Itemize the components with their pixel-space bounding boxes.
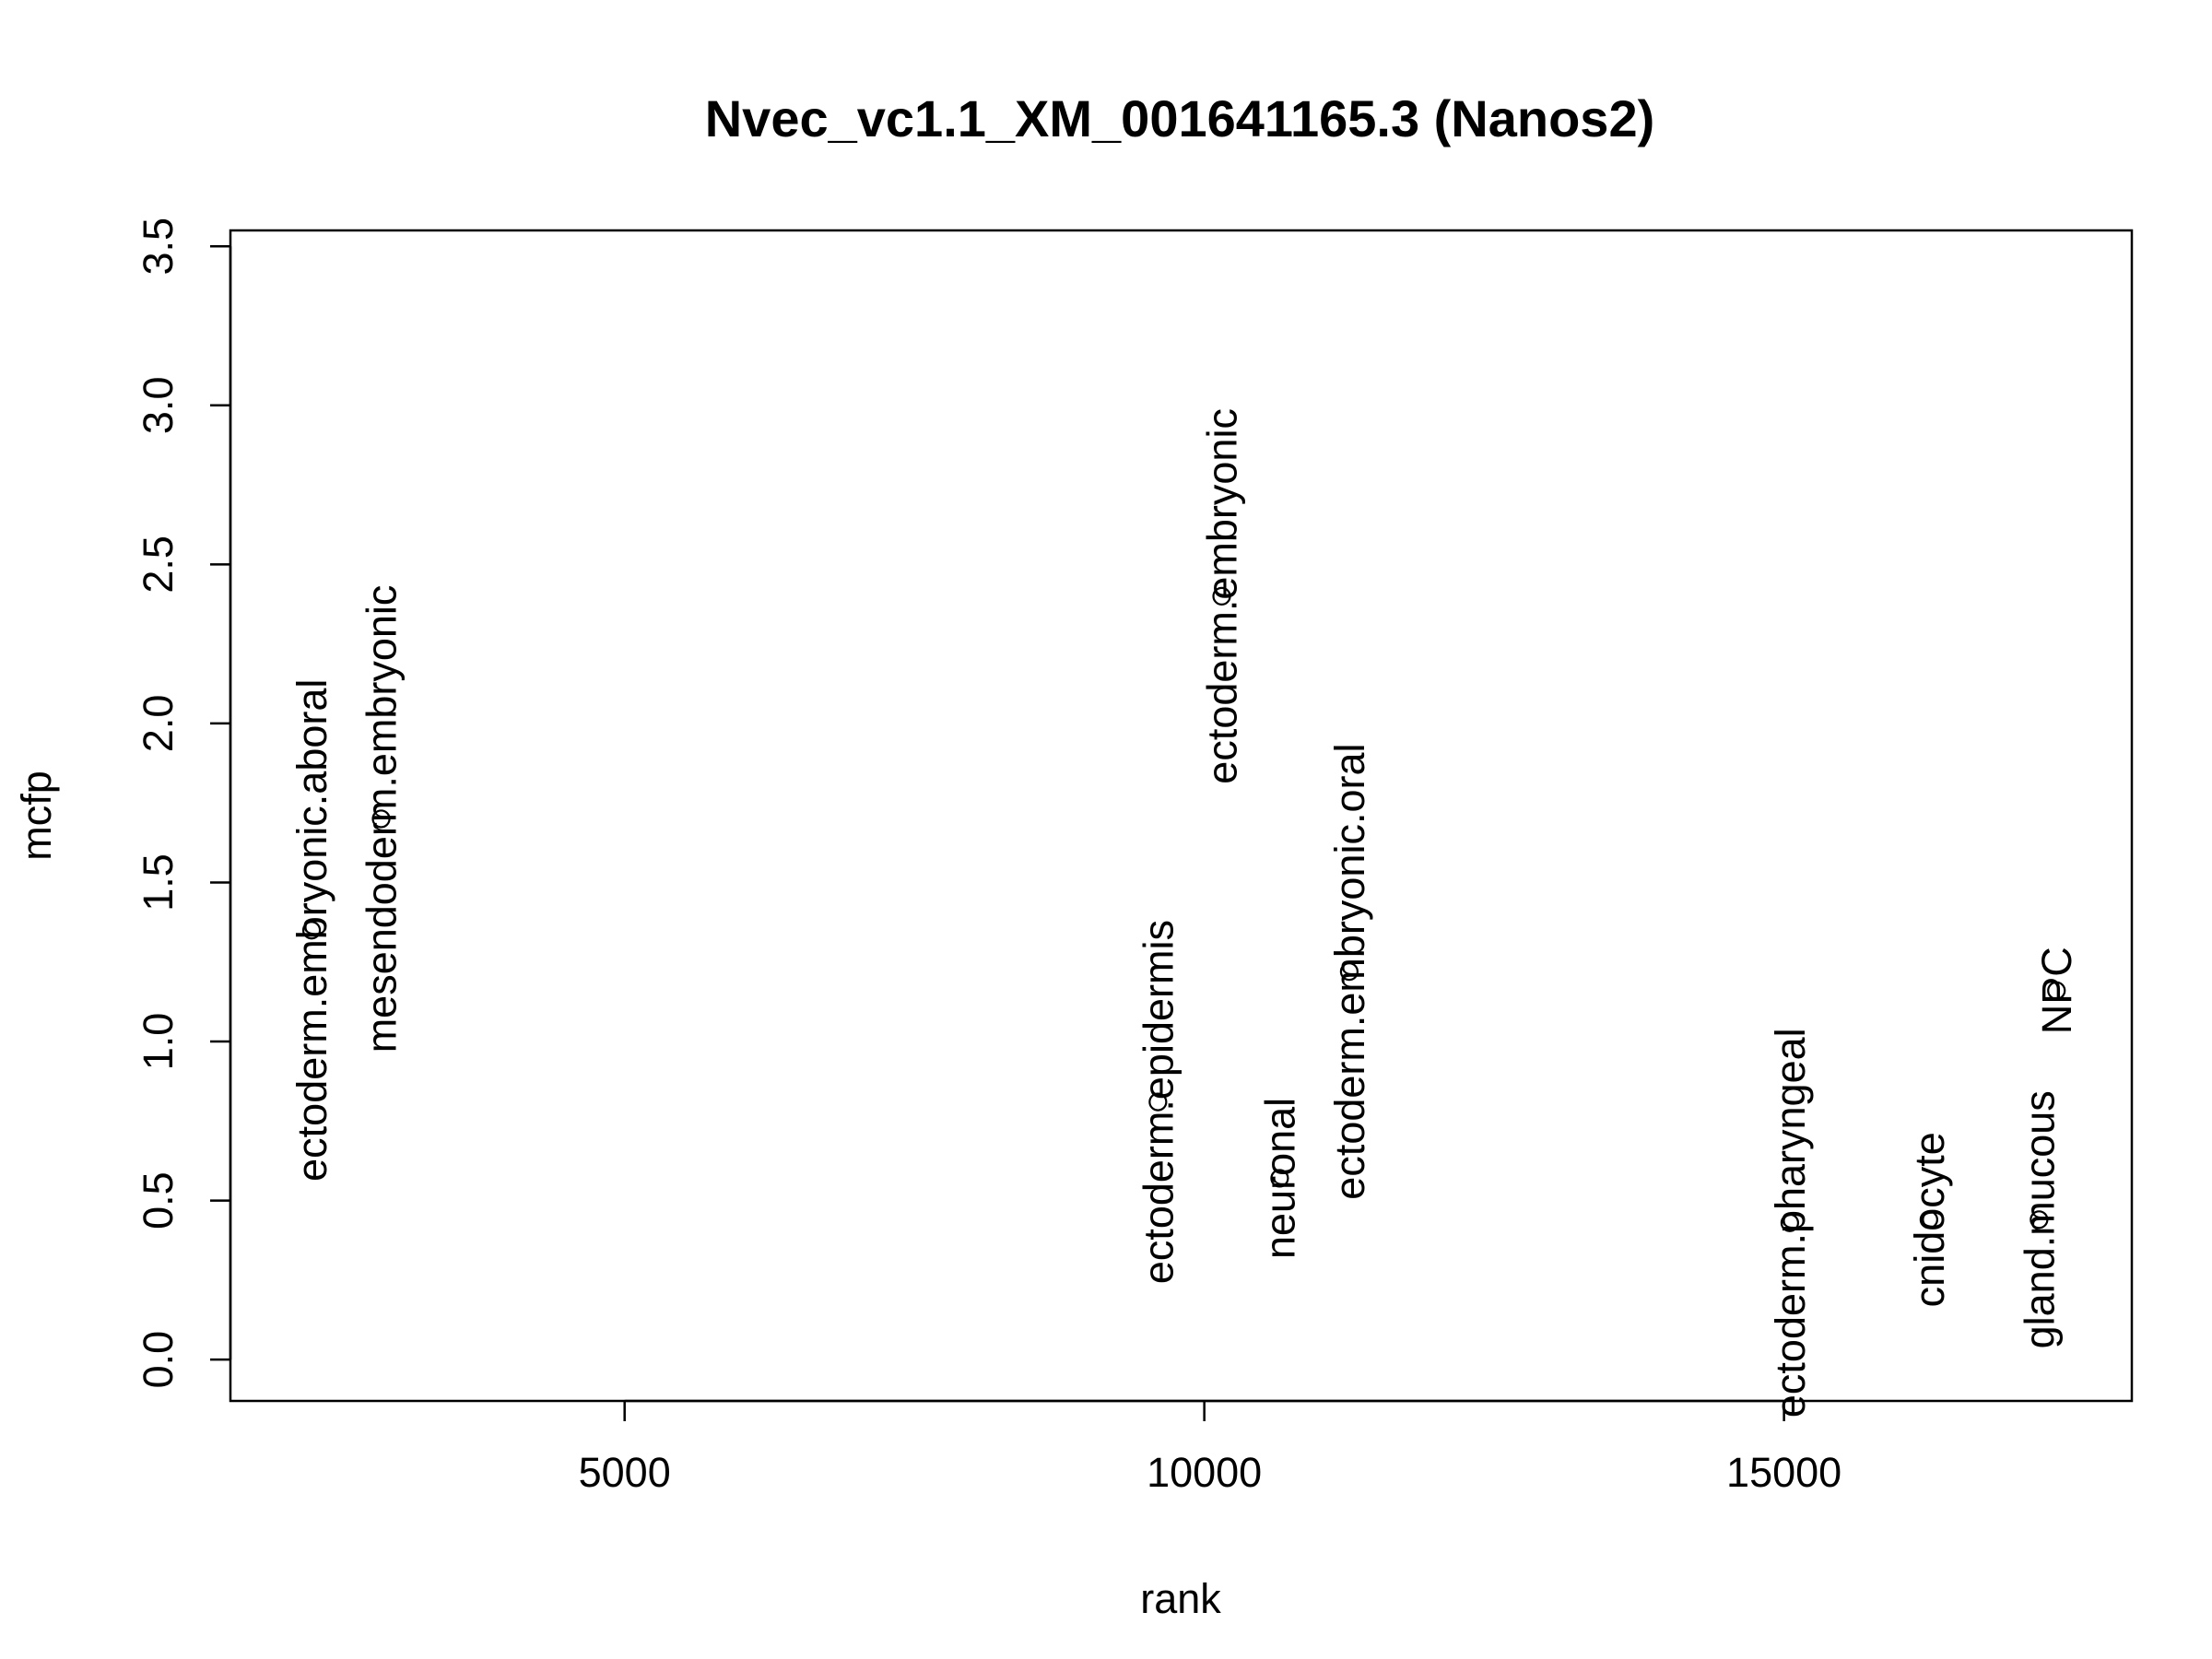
data-point-label: neuronal	[1256, 1098, 1303, 1259]
y-tick-label: 0.5	[135, 1171, 182, 1230]
y-tick-label: 3.5	[135, 218, 182, 276]
y-tick-label: 0.0	[135, 1331, 182, 1389]
data-point-label: cnidocyte	[1906, 1132, 1953, 1307]
y-tick-label: 1.5	[135, 853, 182, 912]
data-point	[1148, 1092, 1168, 1112]
data-point-label: ectoderm.epidermis	[1135, 920, 1182, 1284]
data-point	[1780, 1213, 1800, 1232]
data-points: ectoderm.embryonic.aboral mesendoderm.emb…	[288, 408, 2080, 1418]
data-point	[301, 921, 322, 940]
data-point-label: ectoderm.embryonic.aboral	[288, 679, 335, 1182]
x-tick-label: 10000	[1147, 1449, 1262, 1496]
x-tick-label: 5000	[579, 1449, 671, 1496]
y-tick-label: 3.0	[135, 377, 182, 435]
y-tick-label: 1.0	[135, 1013, 182, 1071]
data-point-label: gland.mucous	[2016, 1090, 2063, 1348]
y-tick-label: 2.5	[135, 535, 182, 594]
data-point	[1339, 962, 1359, 982]
data-point	[371, 809, 391, 829]
data-point	[1212, 586, 1231, 606]
data-point-label: ectoderm.embryonic.oral	[1326, 744, 1373, 1200]
data-point	[2047, 981, 2066, 1000]
chart-title: Nvec_vc1.1_XM_001641165.3 (Nanos2)	[705, 89, 1655, 147]
y-axis-ticks: 0.0 0.5 1.0 1.5 2.0 2.5 3.0 3.5	[135, 218, 232, 1389]
x-tick-label: 15000	[1726, 1449, 1841, 1496]
x-axis-ticks: 5000 10000 15000	[579, 1399, 1841, 1496]
data-point-label: NPC	[2033, 947, 2080, 1034]
y-tick-label: 2.0	[135, 695, 182, 753]
y-axis-label: mcfp	[13, 771, 60, 861]
data-point	[1270, 1169, 1289, 1188]
data-point-label: mesendoderm.embryonic	[359, 585, 406, 1053]
data-point-label: ectoderm.embryonic	[1199, 408, 1246, 784]
data-point	[1919, 1210, 1938, 1230]
data-point	[2030, 1210, 2049, 1230]
data-point-label: ectoderm.pharyngeal	[1767, 1028, 1814, 1418]
x-axis-label: rank	[1140, 1575, 1221, 1622]
